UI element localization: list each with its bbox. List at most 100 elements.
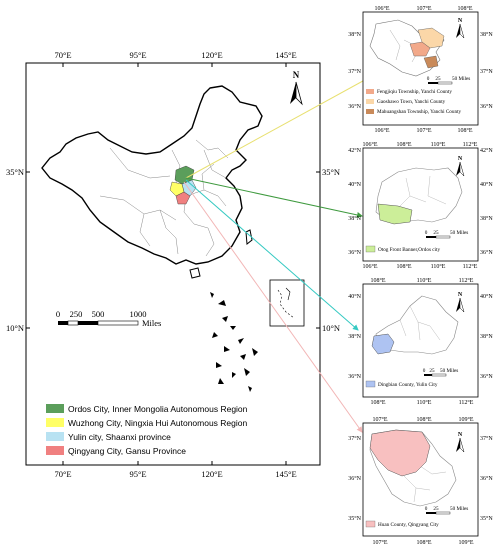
svg-text:42°N: 42°N <box>348 147 361 154</box>
south-sea-inset <box>269 279 305 327</box>
huan-county-area <box>369 429 431 477</box>
inset-yanchi: 106°E 107°E 108°E 106°E 107°E 108°E 38°N… <box>348 5 493 134</box>
south-sea-islands <box>210 292 258 392</box>
connector-arrows <box>183 75 373 433</box>
inset-ordos: 106°E 108°E 110°E 112°E 106°E 108°E 110°… <box>348 141 493 270</box>
svg-text:112°E: 112°E <box>459 399 474 406</box>
svg-text:38°N: 38°N <box>348 215 361 222</box>
main-map: 70°E 95°E 120°E 145°E 70°E 95°E 120°E 14… <box>6 50 340 479</box>
inset-scale-bar: 0 25 50 Miles <box>425 230 468 239</box>
main-bottom-tick: 95°E <box>129 469 146 479</box>
svg-text:112°E: 112°E <box>463 263 478 270</box>
svg-text:42°N: 42°N <box>480 147 493 154</box>
svg-text:0: 0 <box>427 76 430 82</box>
svg-text:107°E: 107°E <box>416 127 431 134</box>
main-bottom-tick: 70°E <box>54 469 71 479</box>
svg-text:107°E: 107°E <box>372 539 387 546</box>
svg-text:110°E: 110°E <box>431 141 446 148</box>
legend-swatch <box>46 432 64 441</box>
svg-text:107°E: 107°E <box>416 5 431 12</box>
svg-text:250: 250 <box>70 309 83 319</box>
svg-text:Mahuangshan Township, Yanchi C: Mahuangshan Township, Yanchi County <box>377 109 462 115</box>
svg-text:25: 25 <box>435 76 441 82</box>
svg-text:1000: 1000 <box>130 309 147 319</box>
inset-legend: Dingbian County, Yulin City <box>365 380 438 388</box>
province-boundaries <box>99 139 229 257</box>
dingbian-area <box>371 333 395 355</box>
legend-swatch <box>46 404 64 413</box>
svg-text:25: 25 <box>429 368 435 374</box>
main-legend: Ordos City, Inner Mongolia Autonomous Re… <box>46 404 248 456</box>
legend-swatch <box>46 418 64 427</box>
inset-north-arrow: N <box>456 18 465 39</box>
svg-text:110°E: 110°E <box>431 263 446 270</box>
svg-text:Miles: Miles <box>142 318 161 328</box>
svg-text:108°E: 108°E <box>370 399 385 406</box>
svg-text:50 Miles: 50 Miles <box>450 230 468 236</box>
svg-text:110°E: 110°E <box>417 277 432 284</box>
svg-text:37°N: 37°N <box>480 435 493 442</box>
main-map-frame <box>25 62 321 466</box>
legend-label: Yulin city, Shaanxi province <box>68 432 171 442</box>
svg-text:108°E: 108°E <box>370 277 385 284</box>
svg-text:106°E: 106°E <box>374 127 389 134</box>
qingyang-region <box>175 191 191 205</box>
svg-text:40°N: 40°N <box>348 181 361 188</box>
svg-text:N: N <box>458 156 463 162</box>
inset-dingbian: 108°E 110°E 112°E 108°E 110°E 112°E 40°N… <box>348 277 493 406</box>
hainan-island <box>189 267 201 279</box>
inset-north-arrow: N <box>456 292 465 313</box>
legend-label: Ordos City, Inner Mongolia Autonomous Re… <box>68 404 248 414</box>
svg-text:Huan County, Qingyang City: Huan County, Qingyang City <box>378 522 439 528</box>
main-scale-bar: 0 250 500 1000 Miles <box>56 309 162 328</box>
svg-text:0: 0 <box>425 506 428 512</box>
svg-text:500: 500 <box>92 309 105 319</box>
svg-text:36°N: 36°N <box>480 373 493 380</box>
legend-swatch <box>46 446 64 455</box>
svg-text:112°E: 112°E <box>459 277 474 284</box>
svg-text:36°N: 36°N <box>348 373 361 380</box>
mahuangshan-area <box>423 55 439 69</box>
inset-legend: Huan County, Qingyang City <box>365 520 439 528</box>
inset-ticks: 108°E 110°E 112°E 108°E 110°E 112°E 40°N… <box>348 277 493 406</box>
svg-text:38°N: 38°N <box>480 215 493 222</box>
svg-text:36°N: 36°N <box>348 249 361 256</box>
main-top-tick: 95°E <box>129 50 146 60</box>
svg-text:N: N <box>293 70 300 80</box>
svg-text:N: N <box>458 292 463 298</box>
svg-text:N: N <box>458 432 463 438</box>
svg-text:108°E: 108°E <box>457 127 472 134</box>
inset-legend: Fengjiqiu Township, Yanchi County Gaosha… <box>366 89 462 115</box>
svg-text:Dingbian County, Yulin City: Dingbian County, Yulin City <box>378 382 438 388</box>
svg-text:106°E: 106°E <box>374 5 389 12</box>
main-left-tick: 10°N <box>6 323 24 333</box>
inset-legend: Otog Front Banner,Ordos city <box>365 245 440 253</box>
svg-text:36°N: 36°N <box>348 103 361 110</box>
svg-text:40°N: 40°N <box>480 181 493 188</box>
main-bottom-tick: 145°E <box>275 469 296 479</box>
svg-text:40°N: 40°N <box>480 293 493 300</box>
svg-text:50 Miles: 50 Miles <box>440 368 458 374</box>
svg-text:36°N: 36°N <box>348 475 361 482</box>
inset-scale-bar: 0 25 50 Miles <box>423 368 458 377</box>
main-right-tick: 10°N <box>322 323 340 333</box>
study-area-highlight <box>169 165 197 205</box>
main-top-tick: 70°E <box>54 50 71 60</box>
svg-text:37°N: 37°N <box>348 68 361 75</box>
legend-label: Wuzhong City, Ningxia Hui Autonomous Reg… <box>68 418 247 428</box>
svg-text:50 Miles: 50 Miles <box>450 506 468 512</box>
svg-text:37°N: 37°N <box>480 68 493 75</box>
svg-text:110°E: 110°E <box>417 399 432 406</box>
inset-huan: 107°E 108°E 109°E 107°E 108°E 109°E 37°N… <box>348 416 493 546</box>
svg-text:38°N: 38°N <box>348 31 361 38</box>
svg-text:38°N: 38°N <box>480 333 493 340</box>
svg-text:38°N: 38°N <box>348 333 361 340</box>
main-top-tick: 120°E <box>201 50 222 60</box>
svg-text:40°N: 40°N <box>348 293 361 300</box>
legend-label: Qingyang City, Gansu Province <box>68 446 186 456</box>
main-top-tick: 145°E <box>275 50 296 60</box>
main-bottom-tick: 120°E <box>201 469 222 479</box>
svg-text:36°N: 36°N <box>480 249 493 256</box>
main-top-ticks: 70°E 95°E 120°E 145°E <box>54 50 297 67</box>
